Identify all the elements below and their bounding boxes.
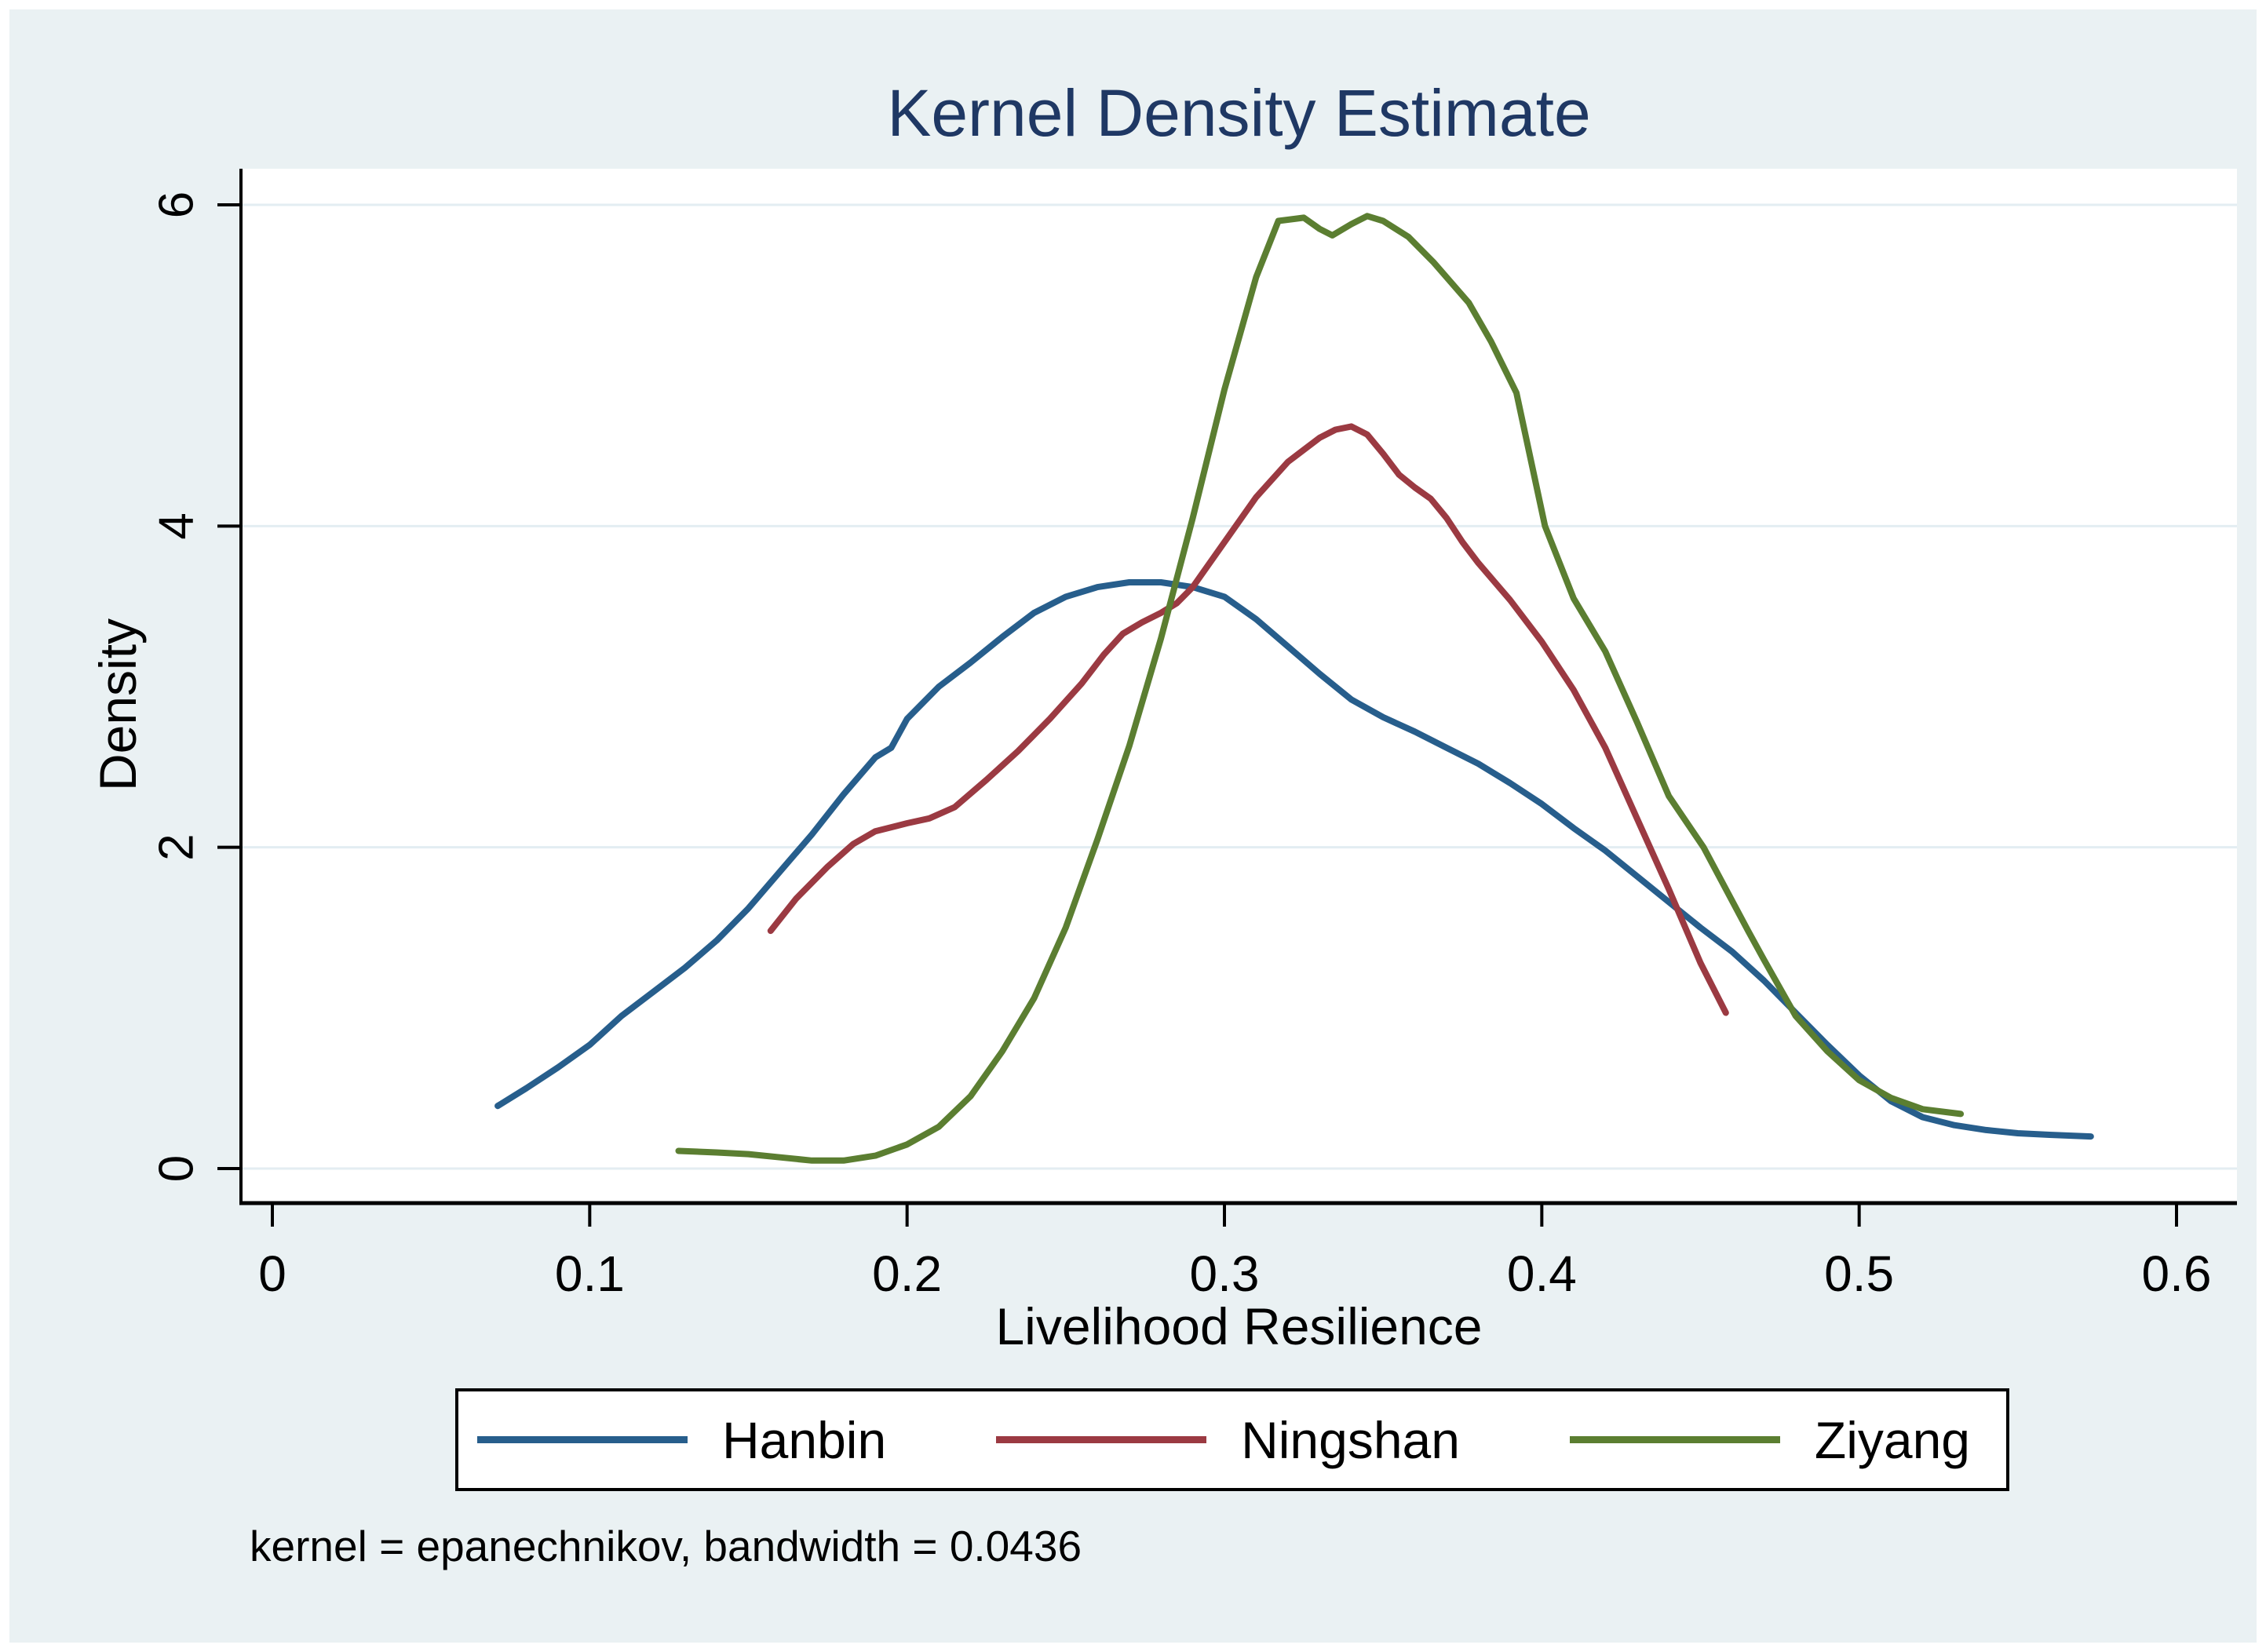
legend-item-ziyang: Ziyang: [1569, 1410, 1970, 1469]
ziyang-density-curve: [675, 213, 1965, 1164]
chart-title: Kernel Density Estimate: [887, 76, 1591, 150]
legend: Hanbin Ningshan Ziyang: [455, 1388, 2009, 1491]
ziyang-line-swatch: [1569, 1436, 1780, 1443]
x-tick-label: 0.6: [2142, 1245, 2212, 1302]
x-axis-title: Livelihood Resilience: [995, 1297, 1483, 1355]
ningshan-line-swatch: [996, 1436, 1207, 1443]
y-tick-label: 4: [150, 512, 204, 539]
plot-area: [241, 169, 2237, 1203]
legend-label-ningshan: Ningshan: [1241, 1410, 1460, 1469]
legend-item-hanbin: Hanbin: [477, 1414, 886, 1466]
x-tick-label: 0.4: [1507, 1245, 1577, 1302]
y-tick-label: 6: [150, 191, 204, 218]
ningshan-density-curve: [767, 423, 1729, 1016]
y-tick-label: 2: [150, 833, 204, 860]
x-tick-label: 0.1: [555, 1245, 625, 1302]
x-tick-label: 0.5: [1824, 1245, 1894, 1302]
kernel-bandwidth-note: kernel = epanechnikov, bandwidth = 0.043…: [250, 1522, 1082, 1570]
legend-label-hanbin: Hanbin: [722, 1410, 887, 1469]
legend-label-ziyang: Ziyang: [1814, 1410, 1970, 1469]
hanbin-density-curve: [494, 579, 2094, 1140]
x-tick-label: 0.2: [872, 1245, 942, 1302]
x-tick-label: 0: [258, 1245, 286, 1302]
y-tick-label: 0: [150, 1155, 204, 1182]
x-tick-label: 0.3: [1190, 1245, 1260, 1302]
y-axis-title: Density: [89, 618, 147, 792]
legend-item-ningshan: Ningshan: [996, 1414, 1460, 1466]
hanbin-line-swatch: [477, 1436, 688, 1443]
